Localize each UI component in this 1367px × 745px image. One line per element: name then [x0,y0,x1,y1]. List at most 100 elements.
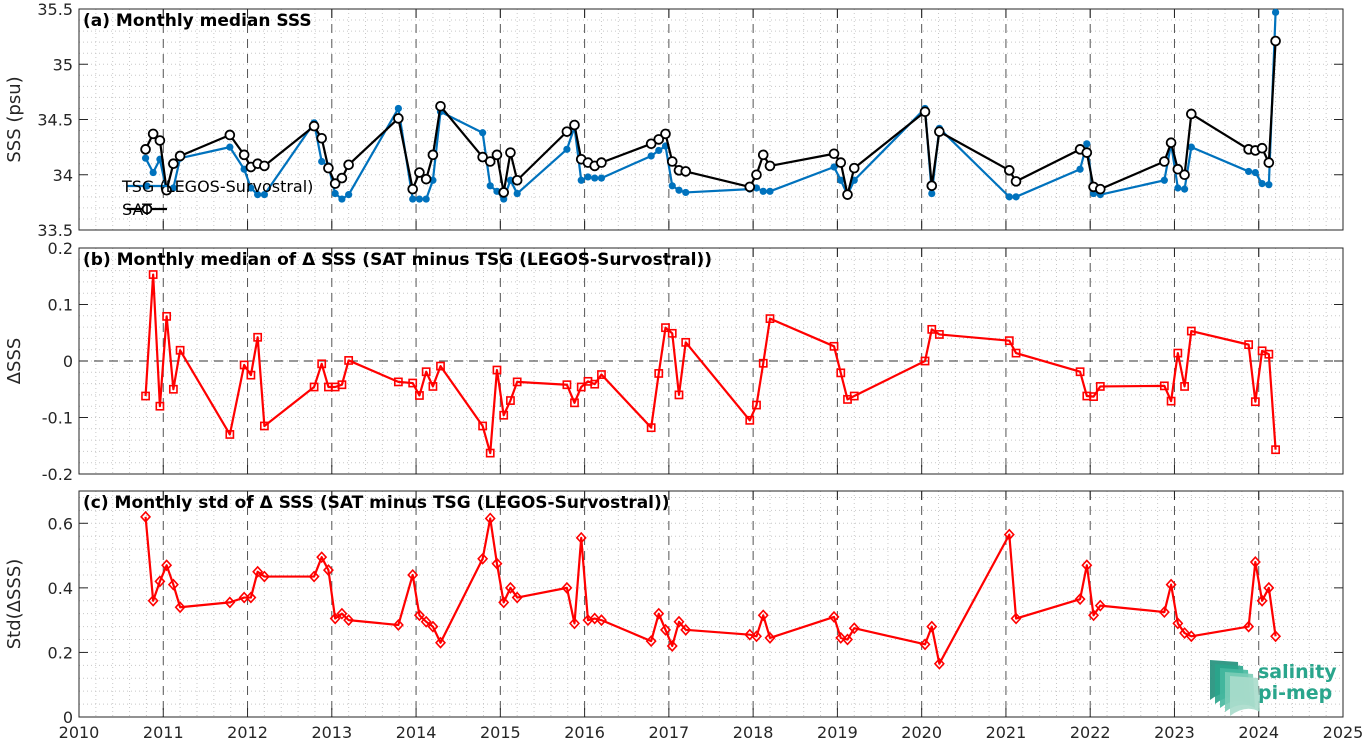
marker-21 [428,382,438,391]
marker-45 [828,148,840,160]
logo-text-line2: pi-mep [1258,682,1332,704]
marker-29 [563,145,571,153]
marker-67 [1271,8,1280,16]
marker-0 [140,144,151,155]
marker-40 [680,166,692,177]
panel-title: (a) Monthly median SSS [83,11,312,31]
marker-61 [1180,185,1189,193]
x-tick-label: 2013 [311,723,352,742]
marker-43 [757,609,769,622]
marker-16 [345,191,353,199]
marker-58 [1159,381,1169,391]
marker-65 [1256,594,1268,607]
marker-59 [1165,137,1177,149]
marker-67 [1271,445,1280,455]
legend-label: SAT [122,200,152,219]
marker-61 [1179,627,1191,640]
marker-legend [143,182,151,190]
marker-67 [1270,630,1282,643]
marker-53 [1012,193,1020,201]
x-tick-label: 2020 [901,723,942,742]
series-delta-b [141,270,1280,458]
marker-39 [675,186,683,194]
marker-23 [477,552,489,565]
marker-9 [254,191,262,199]
marker-28 [512,377,522,387]
marker-46 [835,631,847,644]
marker-54 [1076,165,1084,173]
marker-47 [842,189,853,200]
marker-61 [1180,382,1189,391]
marker-2 [155,401,165,411]
marker-15 [336,172,348,184]
y-tick-label: 0 [63,708,73,727]
marker-40 [681,337,691,347]
marker-35 [647,152,655,160]
marker-26 [498,187,510,198]
marker-6 [224,129,236,141]
marker-47 [842,633,853,646]
x-tick-label: 2010 [59,723,100,742]
marker-16 [343,614,355,627]
marker-15 [338,195,346,203]
marker-7 [239,360,249,370]
x-tick-label: 2014 [396,723,437,742]
marker-48 [849,391,859,401]
y-tick-label: 34 [53,166,73,185]
marker-63 [1245,167,1253,176]
marker-41 [744,628,756,641]
x-tick-label: 2017 [649,723,690,742]
marker-20 [420,615,432,628]
marker-17 [393,377,403,387]
marker-37 [660,128,671,140]
marker-45 [828,610,840,623]
marker-33 [589,612,601,625]
legend-label: TSG (LEGOS-Survostral) [121,177,313,196]
marker-52 [1003,528,1015,541]
marker-66 [1265,181,1273,189]
minor-grid [79,9,1343,230]
marker-30 [570,398,579,408]
marker-16 [344,356,354,365]
marker-27 [506,396,515,405]
marker-12 [318,157,326,166]
marker-44 [764,160,776,172]
panel-a: 33.5 34 34.5 35 35.5 SSS (psu) (a) Monthly med… [4,0,1344,240]
marker-67 [1270,35,1281,47]
marker-9 [253,332,263,342]
marker-35 [645,635,657,648]
marker-27 [505,147,516,158]
marker-22 [436,361,445,371]
year-lines [162,491,1260,717]
marker-45 [829,341,839,351]
marker-4 [167,578,179,591]
marker-41 [744,181,756,193]
y-tick-label: 34.5 [37,111,73,130]
marker-10 [260,191,268,199]
marker-24 [484,512,496,525]
marker-63 [1244,340,1254,350]
marker-49 [919,638,931,651]
marker-38 [667,328,677,338]
marker-22 [435,636,446,649]
x-tick-label: 2015 [480,723,521,742]
marker-36 [653,607,665,620]
y-tick-label: 35 [53,55,73,74]
marker-33 [590,379,600,389]
marker-18 [407,568,419,581]
marker-15 [337,380,347,390]
panel-title: (c) Monthly std of Δ SSS (SAT minus TSG … [83,493,670,513]
marker-1 [149,168,157,177]
ticks [78,8,1344,231]
marker-20 [421,367,431,377]
marker-4 [168,158,179,170]
marker-20 [422,195,430,203]
marker-55 [1083,140,1091,148]
marker-25 [491,149,503,161]
y-tick-label: 0.2 [48,643,73,662]
marker-53 [1011,348,1021,358]
marker-38 [666,156,678,167]
marker-1 [147,128,159,140]
marker-17 [393,113,404,124]
